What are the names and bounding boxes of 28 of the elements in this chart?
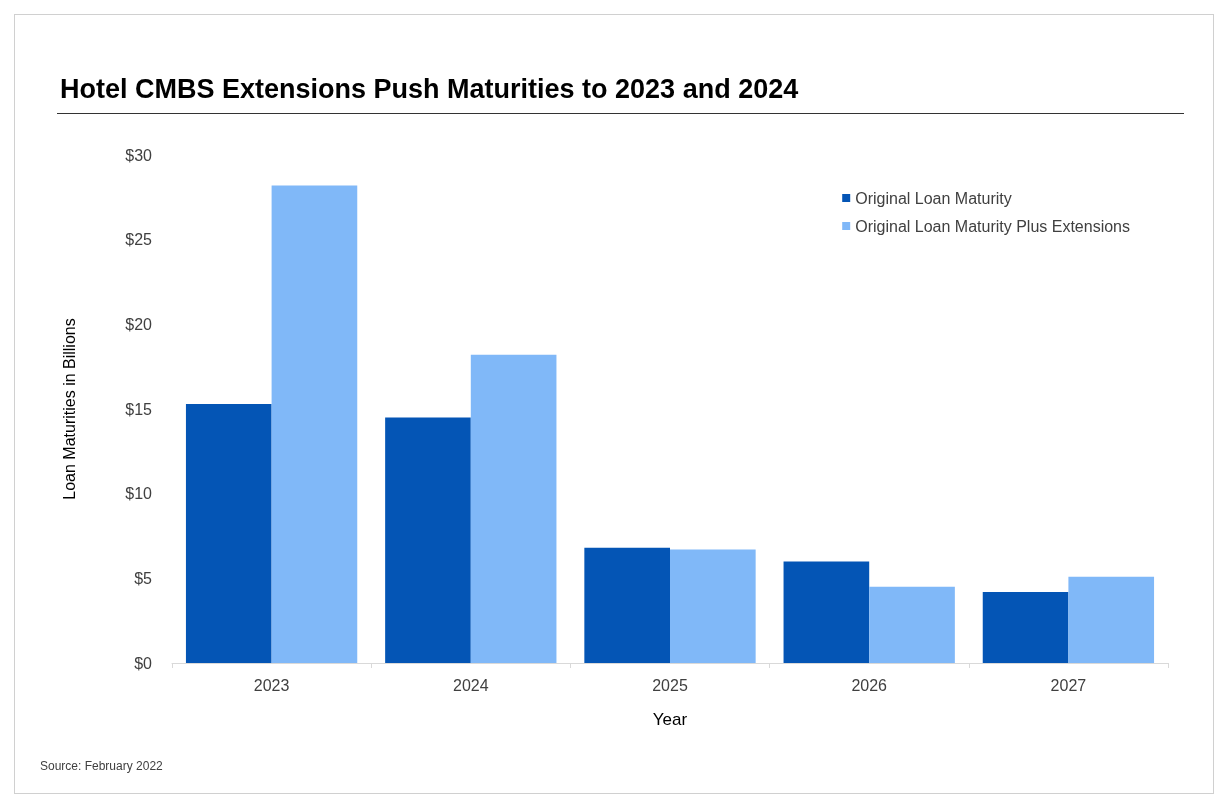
bar <box>869 586 955 663</box>
y-tick-label: $20 <box>125 315 153 333</box>
x-tick-label: 2023 <box>253 676 290 694</box>
x-tick-label: 2025 <box>652 676 688 694</box>
bar <box>670 549 756 663</box>
y-tick-label: $15 <box>125 400 153 418</box>
x-tick-label: 2024 <box>453 676 489 694</box>
y-tick-label: $0 <box>134 654 153 672</box>
y-tick-label: $30 <box>125 146 153 164</box>
bar <box>470 354 557 663</box>
chart-title: Hotel CMBS Extensions Push Maturities to 2023 and 2024 <box>60 73 799 104</box>
bar <box>271 185 358 663</box>
y-axis-title: Loan Maturities in Billions <box>60 318 78 500</box>
legend-label: Original Loan Maturity Plus Extensions <box>855 217 1130 235</box>
source-note: Source: February 2022 <box>40 759 164 773</box>
x-axis-title: Year <box>652 710 688 729</box>
x-tick-label: 2027 <box>1050 676 1087 694</box>
bar <box>185 403 272 663</box>
y-tick-label: $5 <box>134 569 153 587</box>
bar <box>1068 576 1155 663</box>
y-tick-label: $10 <box>125 485 153 503</box>
x-tick-label: 2026 <box>851 676 888 694</box>
bar <box>783 561 870 663</box>
bar <box>982 591 1069 663</box>
bar <box>385 417 471 663</box>
legend-label: Original Loan Maturity <box>855 189 1012 207</box>
y-tick-label: $25 <box>125 231 153 249</box>
bar <box>584 547 670 663</box>
